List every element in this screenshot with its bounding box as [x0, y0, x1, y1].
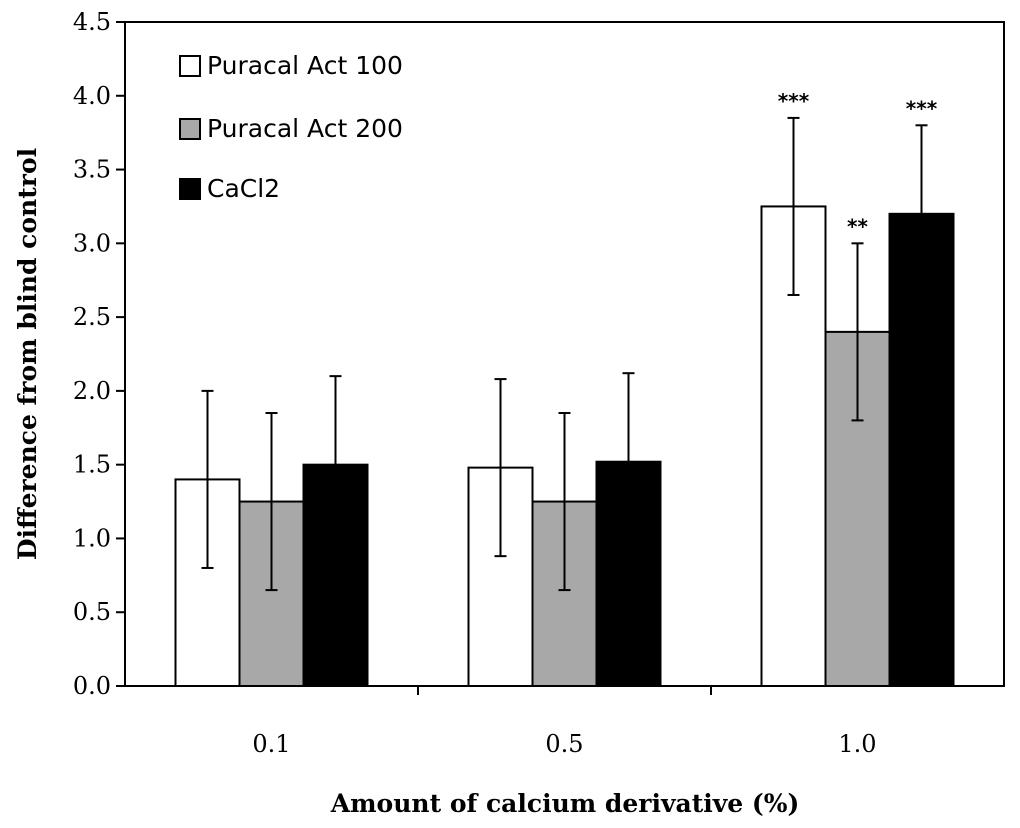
- y-tick-label: 4.5: [73, 8, 111, 36]
- y-tick-label: 3.0: [73, 229, 111, 257]
- significance-label: **: [847, 214, 868, 238]
- y-tick-label: 2.0: [73, 377, 111, 405]
- legend-swatch: [179, 55, 201, 77]
- x-tick-label: 0.1: [252, 730, 290, 758]
- plot-frame: [124, 21, 1005, 687]
- bars-layer: ********: [174, 89, 955, 687]
- x-tick-label: 0.5: [545, 730, 583, 758]
- y-tick-label: 1.0: [73, 524, 111, 552]
- y-axis-title: Difference from blind control: [13, 148, 42, 560]
- y-axis-ticks: 0.0 0.5 1.0 1.5 2.0 2.5 3.0 3.5 4.0 4.5: [73, 8, 125, 700]
- legend-label: CaCl2: [207, 174, 280, 203]
- y-tick-label: 3.5: [73, 156, 111, 184]
- y-tick-label: 0.0: [73, 672, 111, 700]
- y-tick-label: 4.0: [73, 82, 111, 110]
- legend-swatch: [179, 118, 201, 140]
- legend: Puracal Act 100 Puracal Act 200 CaCl2: [179, 51, 403, 203]
- x-tick-label: 1.0: [838, 730, 876, 758]
- axes-layer: [124, 21, 1005, 687]
- y-tick-label: 1.5: [73, 451, 111, 479]
- y-tick-label: 0.5: [73, 598, 111, 626]
- x-axis-ticks: 0.1 0.5 1.0: [252, 686, 877, 758]
- x-axis-title: Amount of calcium derivative (%): [330, 789, 800, 818]
- legend-label: Puracal Act 100: [207, 51, 403, 80]
- significance-label: ***: [778, 89, 810, 113]
- significance-label: ***: [906, 96, 938, 120]
- legend-label: Puracal Act 200: [207, 114, 403, 143]
- y-tick-label: 2.5: [73, 303, 111, 331]
- legend-swatch: [179, 178, 201, 200]
